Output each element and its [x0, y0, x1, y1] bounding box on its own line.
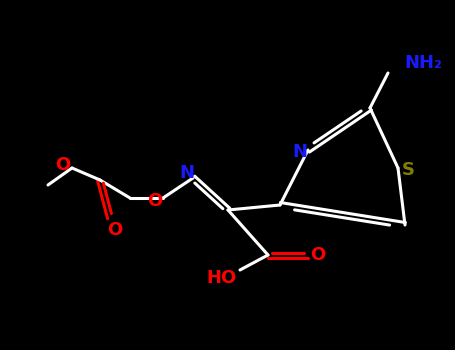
Text: NH₂: NH₂ [404, 54, 442, 72]
Text: O: O [147, 192, 162, 210]
Text: O: O [56, 156, 71, 174]
Text: HO: HO [207, 269, 237, 287]
Text: O: O [107, 221, 123, 239]
Text: N: N [180, 164, 194, 182]
Text: O: O [310, 246, 326, 264]
Text: S: S [401, 161, 415, 179]
Text: N: N [293, 143, 308, 161]
